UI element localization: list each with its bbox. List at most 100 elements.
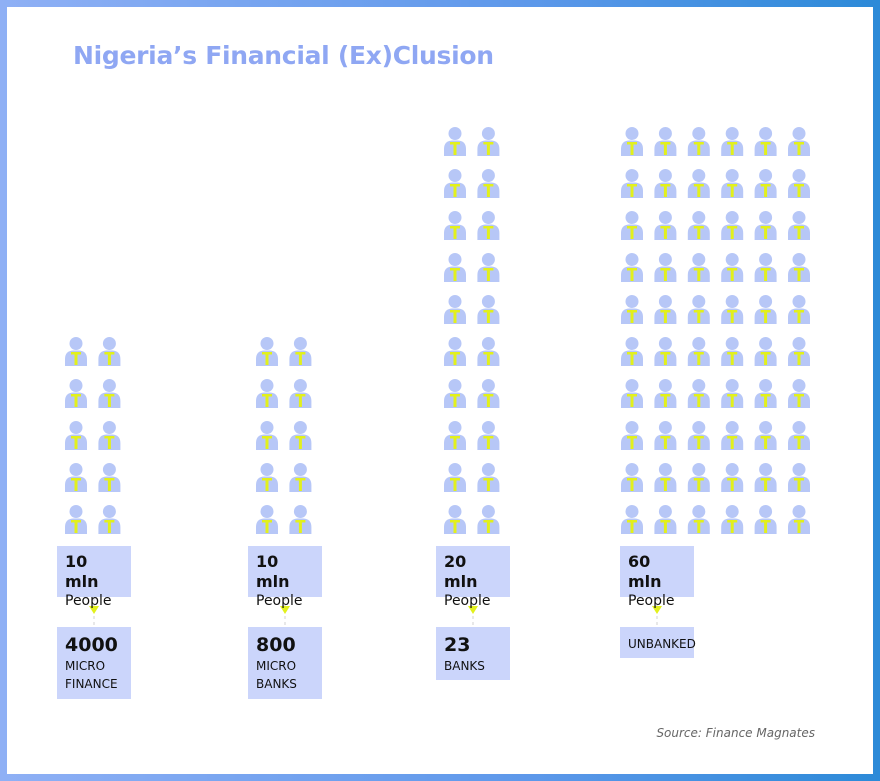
person-icon-g4-25 xyxy=(621,295,643,324)
person-icon-g1-8 xyxy=(98,463,121,492)
person-icon-g4-40 xyxy=(721,379,744,408)
person-icon-g4-45 xyxy=(687,421,710,450)
person-icon-g4-26 xyxy=(654,295,677,324)
people-value-1: 10 mln xyxy=(65,552,99,591)
person-icon-g4-30 xyxy=(788,295,810,324)
person-icon-g4-55 xyxy=(621,505,643,534)
people-box-4: 60 mln People xyxy=(620,546,694,609)
person-icon-g3-10 xyxy=(477,295,500,324)
institution-kind-2a: MICRO xyxy=(256,659,297,673)
person-icon-g4-57 xyxy=(687,505,710,534)
person-icon-g4-32 xyxy=(654,337,677,366)
person-icon-g4-44 xyxy=(654,421,677,450)
person-icon-g4-43 xyxy=(621,421,643,450)
person-icon-g3-13 xyxy=(444,379,466,408)
people-label-1: People xyxy=(65,593,112,609)
person-icon-g3-19 xyxy=(444,505,466,534)
person-icon-g4-56 xyxy=(654,505,677,534)
person-icon-g3-4 xyxy=(477,169,500,198)
person-icon-g4-48 xyxy=(788,421,810,450)
chart-title: Nigeria’s Financial (Ex)Clusion xyxy=(73,41,494,70)
person-icon-g2-1 xyxy=(256,337,278,366)
person-icon-g4-41 xyxy=(754,379,777,408)
person-icon-g4-29 xyxy=(754,295,777,324)
person-icon-g4-31 xyxy=(621,337,643,366)
person-icon-g3-18 xyxy=(477,463,500,492)
pictogram-chart xyxy=(65,127,810,625)
person-icon-g1-9 xyxy=(65,505,87,534)
people-box-1: 10 mln People xyxy=(57,546,131,609)
people-label-4: People xyxy=(628,593,675,609)
person-icon-g3-7 xyxy=(444,253,466,282)
person-icon-g1-4 xyxy=(98,379,121,408)
people-box-2: 10 mln People xyxy=(248,546,322,609)
person-icon-g4-12 xyxy=(788,169,810,198)
person-icon-g4-33 xyxy=(687,337,710,366)
person-icon-g1-6 xyxy=(98,421,121,450)
person-icon-g4-4 xyxy=(721,127,744,156)
person-icon-g1-1 xyxy=(65,337,87,366)
person-icon-g1-2 xyxy=(98,337,121,366)
institution-kind-3: BANKS xyxy=(444,659,485,673)
person-icon-g3-6 xyxy=(477,211,500,240)
person-icon-g4-13 xyxy=(621,211,643,240)
institution-count-1: 4000 xyxy=(65,634,118,656)
person-icon-g3-11 xyxy=(444,337,466,366)
person-icon-g4-34 xyxy=(721,337,744,366)
person-icon-g3-8 xyxy=(477,253,500,282)
arrow-down-icon-2 xyxy=(280,606,290,614)
people-value-4: 60 mln xyxy=(628,552,662,591)
people-label-3: People xyxy=(444,593,491,609)
person-icon-g4-49 xyxy=(621,463,643,492)
person-icon-g2-5 xyxy=(256,421,278,450)
person-icon-g4-10 xyxy=(721,169,744,198)
person-icon-g2-7 xyxy=(256,463,278,492)
person-icon-g4-47 xyxy=(754,421,777,450)
person-icon-g4-23 xyxy=(754,253,777,282)
person-icon-g4-14 xyxy=(654,211,677,240)
person-icon-g4-3 xyxy=(687,127,710,156)
person-icon-g4-39 xyxy=(687,379,710,408)
person-icon-g3-3 xyxy=(444,169,466,198)
person-icon-g4-20 xyxy=(654,253,677,282)
person-icon-g4-58 xyxy=(721,505,744,534)
person-icon-g3-20 xyxy=(477,505,500,534)
person-icon-g2-2 xyxy=(289,337,312,366)
person-icon-g4-35 xyxy=(754,337,777,366)
institution-kind-2b: BANKS xyxy=(256,677,297,691)
person-icon-g2-8 xyxy=(289,463,312,492)
person-icon-g4-6 xyxy=(788,127,810,156)
institution-count-3: 23 xyxy=(444,634,471,656)
person-icon-g1-10 xyxy=(98,505,121,534)
person-icon-g4-46 xyxy=(721,421,744,450)
person-icon-g4-7 xyxy=(621,169,643,198)
person-icon-g4-42 xyxy=(788,379,810,408)
person-icon-g4-15 xyxy=(687,211,710,240)
person-icon-g2-4 xyxy=(289,379,312,408)
person-icon-g4-1 xyxy=(621,127,643,156)
person-icon-g4-22 xyxy=(721,253,744,282)
person-icon-g4-2 xyxy=(654,127,677,156)
institution-count-2: 800 xyxy=(256,634,296,656)
person-icon-g4-36 xyxy=(788,337,810,366)
person-icon-g4-38 xyxy=(654,379,677,408)
person-icon-g3-16 xyxy=(477,421,500,450)
institution-box-1: 4000 MICRO FINANCE xyxy=(57,627,131,699)
institution-kind-4: UNBANKED xyxy=(628,637,696,651)
person-icon-g2-9 xyxy=(256,505,278,534)
arrow-down-icon-1 xyxy=(89,606,99,614)
person-icon-g4-17 xyxy=(754,211,777,240)
person-icon-g4-53 xyxy=(754,463,777,492)
person-icon-g4-51 xyxy=(687,463,710,492)
institution-box-4: UNBANKED xyxy=(620,627,696,658)
person-icon-g4-27 xyxy=(687,295,710,324)
people-label-2: People xyxy=(256,593,303,609)
people-box-3: 20 mln People xyxy=(436,546,510,609)
source-note: Source: Finance Magnates xyxy=(656,726,815,740)
person-icon-g2-3 xyxy=(256,379,278,408)
person-icon-g4-24 xyxy=(788,253,810,282)
person-icon-g1-5 xyxy=(65,421,87,450)
person-icon-g4-21 xyxy=(687,253,710,282)
person-icon-g3-9 xyxy=(444,295,466,324)
person-icon-g4-11 xyxy=(754,169,777,198)
